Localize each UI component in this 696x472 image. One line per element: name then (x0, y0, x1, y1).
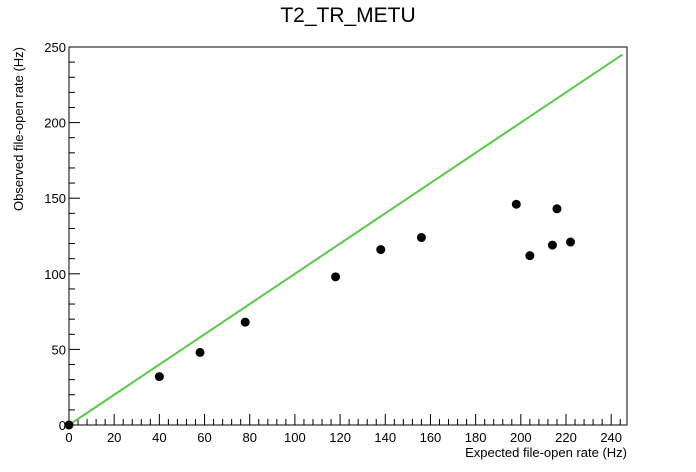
data-point (566, 237, 576, 247)
x-tick-label: 100 (284, 430, 306, 445)
data-point (416, 233, 426, 243)
x-axis-label: Expected file-open rate (Hz) (465, 445, 627, 460)
x-tick-label: 80 (242, 430, 256, 445)
y-tick-label: 150 (44, 191, 66, 206)
data-point (64, 420, 74, 430)
x-tick-label: 60 (197, 430, 211, 445)
x-axis: 0 20 40 60 80 100 120 140 160 180 200 220 240 (65, 414, 622, 445)
y-axis-label: Observed file-open rate (Hz) (11, 47, 26, 211)
x-tick-label: 220 (555, 430, 577, 445)
x-tick-label: 140 (374, 430, 396, 445)
data-points (64, 199, 576, 430)
y-tick-label: 100 (44, 267, 66, 282)
data-point (331, 272, 341, 282)
data-point (525, 251, 535, 261)
y-tick-label: 0 (59, 418, 66, 433)
x-tick-label: 40 (152, 430, 166, 445)
data-point (376, 245, 386, 255)
data-point (154, 372, 164, 382)
plot-border (68, 46, 628, 426)
y-tick-label: 250 (44, 40, 66, 55)
data-point (240, 317, 250, 327)
data-point (511, 199, 521, 209)
y-tick-label: 200 (44, 116, 66, 131)
x-tick-label: 0 (65, 430, 72, 445)
data-point (547, 240, 557, 250)
reference-line (68, 53, 624, 426)
x-tick-label: 160 (420, 430, 442, 445)
y-axis: 0 50 100 150 200 250 (44, 40, 80, 433)
x-tick-label: 200 (510, 430, 532, 445)
x-tick-label: 20 (107, 430, 121, 445)
x-tick-label: 120 (329, 430, 351, 445)
data-point (552, 204, 562, 214)
data-point (195, 347, 205, 357)
reference-line-group (68, 53, 624, 426)
x-tick-label: 240 (600, 430, 622, 445)
y-tick-label: 50 (52, 342, 66, 357)
plot-frame (68, 46, 628, 426)
x-tick-label: 180 (465, 430, 487, 445)
chart-title: T2_TR_METU (280, 4, 416, 27)
